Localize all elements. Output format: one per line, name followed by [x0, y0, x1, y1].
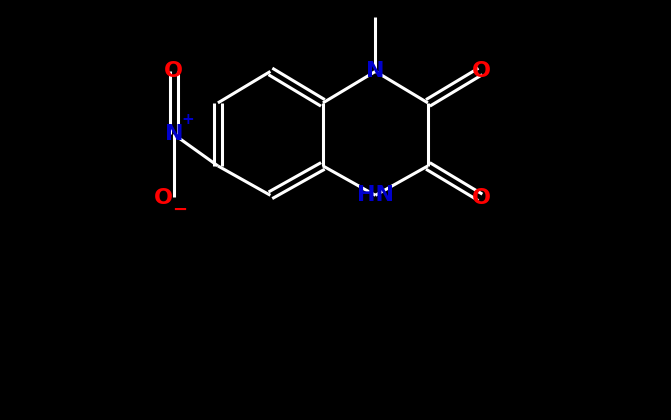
Text: +: + — [181, 112, 194, 127]
Text: O: O — [154, 188, 173, 208]
Text: O: O — [472, 60, 491, 81]
Text: −: − — [172, 201, 187, 219]
Text: HN: HN — [357, 185, 394, 205]
Text: N: N — [164, 124, 183, 144]
Text: N: N — [366, 61, 384, 81]
Text: O: O — [472, 188, 491, 208]
Text: O: O — [164, 60, 183, 81]
